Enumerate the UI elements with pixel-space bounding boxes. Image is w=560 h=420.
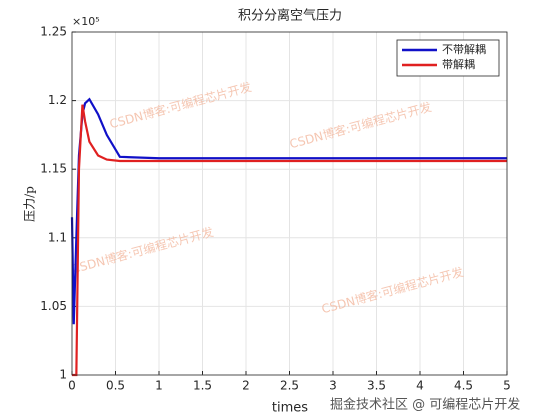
x-tick-label: 1.5: [193, 379, 212, 393]
plot-border: [71, 31, 508, 376]
x-tick-label: 4.5: [454, 379, 473, 393]
legend-label: 带解耦: [442, 57, 475, 71]
x-tick-label: 3: [329, 379, 337, 393]
x-tick-label: 2.5: [280, 379, 299, 393]
y-axis-label: 压力/p: [23, 186, 37, 222]
x-axis-label: times: [272, 401, 308, 416]
footer-watermark: 掘金技术社区 @ 可编程芯片开发: [330, 397, 520, 413]
series-line: [72, 104, 507, 377]
y-tick-label: 1: [59, 368, 67, 382]
legend-box: [396, 39, 500, 77]
legend-label: 不带解耦: [442, 42, 486, 56]
y-tick-label: 1.05: [40, 299, 67, 313]
y-tick-label: 1.2: [48, 93, 67, 107]
x-tick-label: 0: [68, 379, 76, 393]
x-tick-label: 4: [416, 379, 424, 393]
x-tick-label: 5: [503, 379, 511, 393]
y-tick-label: 1.15: [40, 162, 67, 176]
x-tick-label: 3.5: [367, 379, 386, 393]
x-tick-label: 0.5: [106, 379, 125, 393]
y-multiplier: ×10⁵: [72, 15, 100, 28]
series-line: [70, 97, 507, 325]
x-tick-label: 1: [155, 379, 163, 393]
chart-title: 积分分离空气压力: [238, 8, 342, 24]
x-tick-label: 2: [242, 379, 250, 393]
y-tick-label: 1.25: [40, 25, 67, 39]
y-tick-label: 1.1: [48, 230, 67, 244]
